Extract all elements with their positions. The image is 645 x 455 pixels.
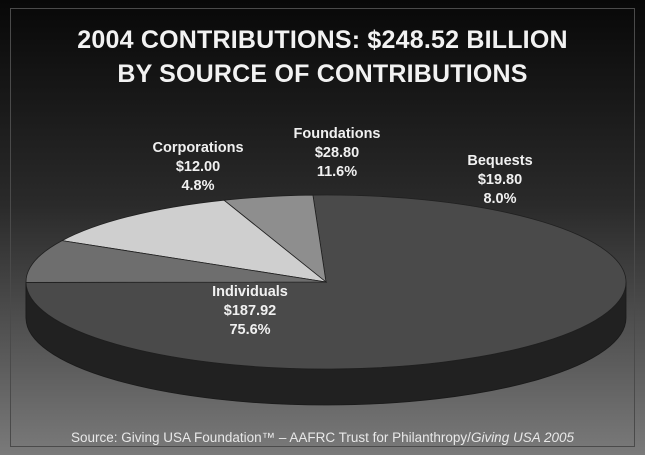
chart-subtitle: BY SOURCE OF CONTRIBUTIONS xyxy=(117,60,528,88)
chart-title: 2004 CONTRIBUTIONS: $248.52 BILLION xyxy=(77,26,568,54)
source-note: Source: Giving USA Foundation™ – AAFRC T… xyxy=(0,430,645,445)
slice-value: $187.92 xyxy=(224,303,276,319)
slice-name: Foundations xyxy=(294,126,381,142)
slice-name: Individuals xyxy=(212,284,288,300)
slice-label-bequests: Bequests $19.80 8.0% xyxy=(467,153,532,207)
slice-name: Corporations xyxy=(152,140,243,156)
slice-percent: 75.6% xyxy=(229,322,270,338)
chart-frame xyxy=(10,8,635,447)
slice-label-individuals: Individuals $187.92 75.6% xyxy=(212,284,288,338)
slice-percent: 4.8% xyxy=(181,178,214,194)
slice-name: Bequests xyxy=(467,153,532,169)
slice-percent: 8.0% xyxy=(483,191,516,207)
slice-value: $19.80 xyxy=(478,172,522,188)
pie-slice-bequests xyxy=(25,240,327,283)
slice-percent: 11.6% xyxy=(317,164,357,180)
pie-slice-foundations xyxy=(60,199,328,283)
source-publication: Giving USA 2005 xyxy=(470,430,574,445)
slice-label-foundations: Foundations $28.80 11.6% xyxy=(294,126,381,180)
slice-value: $12.00 xyxy=(176,159,220,175)
slice-label-corporations: Corporations $12.00 4.8% xyxy=(152,140,243,194)
slice-value: $28.80 xyxy=(315,145,359,161)
pie-slice-individuals xyxy=(25,194,627,370)
source-text: Source: Giving USA Foundation™ – AAFRC T… xyxy=(71,430,471,445)
